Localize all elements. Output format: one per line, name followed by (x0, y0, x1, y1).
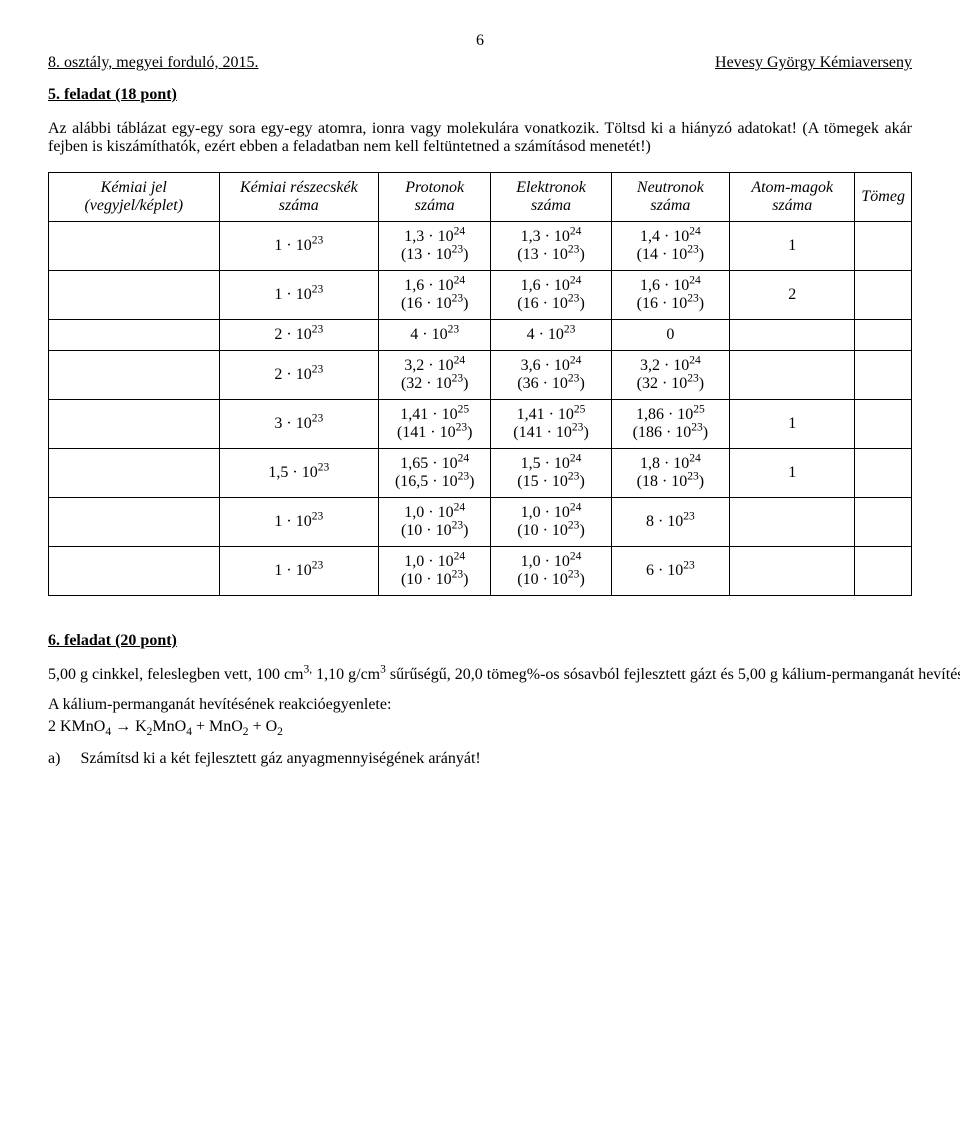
cell-n: 1,86 · 1025(186 · 1023) (611, 400, 729, 449)
sub-a-text: Számítsd ki a két fejlesztett gáz anyagm… (80, 750, 480, 767)
cell-tomeg (855, 498, 912, 547)
col-tomeg: Tömeg (855, 173, 912, 222)
col-neutronok: Neutronok száma (611, 173, 729, 222)
cell-jel (49, 400, 220, 449)
cell-e: 1,41 · 1025(141 · 1023) (491, 400, 611, 449)
table-row: 1 · 10231,6 · 1024(16 · 1023)1,6 · 1024(… (49, 271, 912, 320)
task6-equation: 2 KMnO4 → K2MnO4 + MnO2 + O2 (48, 718, 912, 736)
cell-tomeg (855, 222, 912, 271)
header-right: Hevesy György Kémiaverseny (715, 54, 912, 72)
col-atommagok: Atom-magok száma (730, 173, 855, 222)
table-row: 3 · 10231,41 · 1025(141 · 1023)1,41 · 10… (49, 400, 912, 449)
cell-jel (49, 449, 220, 498)
cell-tomeg (855, 320, 912, 351)
table-row: 1 · 10231,0 · 1024(10 · 1023)1,0 · 1024(… (49, 547, 912, 596)
cell-mag (730, 351, 855, 400)
task6-p2: A kálium-permanganát hevítésének reakció… (48, 696, 912, 714)
cell-resz: 1 · 1023 (219, 498, 379, 547)
cell-tomeg (855, 449, 912, 498)
cell-e: 1,0 · 1024(10 · 1023) (491, 547, 611, 596)
cell-n: 6 · 1023 (611, 547, 729, 596)
cell-mag: 1 (730, 222, 855, 271)
page-number: 6 (48, 32, 912, 50)
table-row: 1 · 10231,0 · 1024(10 · 1023)1,0 · 1024(… (49, 498, 912, 547)
cell-tomeg (855, 271, 912, 320)
cell-e: 1,0 · 1024(10 · 1023) (491, 498, 611, 547)
cell-p: 1,65 · 1024(16,5 · 1023) (379, 449, 491, 498)
sub-a-label: a) (48, 750, 60, 767)
cell-mag (730, 547, 855, 596)
table-row: 1 · 10231,3 · 1024(13 · 1023)1,3 · 1024(… (49, 222, 912, 271)
cell-resz: 3 · 1023 (219, 400, 379, 449)
task5-intro: Az alábbi táblázat egy-egy sora egy-egy … (48, 120, 912, 156)
col-elektronok: Elektronok száma (491, 173, 611, 222)
cell-resz: 1 · 1023 (219, 547, 379, 596)
cell-e: 3,6 · 1024(36 · 1023) (491, 351, 611, 400)
table-row: 2 · 10233,2 · 1024(32 · 1023)3,6 · 1024(… (49, 351, 912, 400)
task6-sub-a: a) Számítsd ki a két fejlesztett gáz any… (48, 750, 912, 768)
cell-n: 0 (611, 320, 729, 351)
cell-resz: 1,5 · 1023 (219, 449, 379, 498)
chem-table: Kémiai jel (vegyjel/képlet) Kémiai része… (48, 172, 912, 596)
cell-p: 1,6 · 1024(16 · 1023) (379, 271, 491, 320)
task6-title: 6. feladat (20 pont) (48, 632, 912, 650)
cell-p: 1,3 · 1024(13 · 1023) (379, 222, 491, 271)
cell-mag (730, 320, 855, 351)
cell-jel (49, 222, 220, 271)
col-kemiai-jel: Kémiai jel (vegyjel/képlet) (49, 173, 220, 222)
cell-resz: 2 · 1023 (219, 320, 379, 351)
cell-p: 1,0 · 1024(10 · 1023) (379, 547, 491, 596)
cell-n: 3,2 · 1024(32 · 1023) (611, 351, 729, 400)
cell-jel (49, 498, 220, 547)
cell-n: 1,6 · 1024(16 · 1023) (611, 271, 729, 320)
cell-resz: 1 · 1023 (219, 222, 379, 271)
cell-p: 1,0 · 1024(10 · 1023) (379, 498, 491, 547)
col-reszecskek: Kémiai részecskék száma (219, 173, 379, 222)
cell-p: 1,41 · 1025(141 · 1023) (379, 400, 491, 449)
cell-n: 8 · 1023 (611, 498, 729, 547)
task6-p1: 5,00 g cinkkel, feleslegben vett, 100 cm… (48, 666, 912, 684)
cell-tomeg (855, 547, 912, 596)
cell-resz: 1 · 1023 (219, 271, 379, 320)
cell-mag: 1 (730, 449, 855, 498)
cell-resz: 2 · 1023 (219, 351, 379, 400)
col-protonok: Protonok száma (379, 173, 491, 222)
cell-tomeg (855, 400, 912, 449)
cell-e: 1,6 · 1024(16 · 1023) (491, 271, 611, 320)
cell-mag: 1 (730, 400, 855, 449)
header-left: 8. osztály, megyei forduló, 2015. (48, 54, 258, 72)
cell-e: 4 · 1023 (491, 320, 611, 351)
cell-jel (49, 320, 220, 351)
cell-jel (49, 547, 220, 596)
cell-jel (49, 351, 220, 400)
table-row: 2 · 10234 · 10234 · 10230 (49, 320, 912, 351)
cell-n: 1,4 · 1024(14 · 1023) (611, 222, 729, 271)
page-header: 8. osztály, megyei forduló, 2015. Hevesy… (48, 54, 912, 72)
cell-e: 1,3 · 1024(13 · 1023) (491, 222, 611, 271)
cell-p: 3,2 · 1024(32 · 1023) (379, 351, 491, 400)
table-header-row: Kémiai jel (vegyjel/képlet) Kémiai része… (49, 173, 912, 222)
cell-tomeg (855, 351, 912, 400)
cell-mag (730, 498, 855, 547)
cell-e: 1,5 · 1024(15 · 1023) (491, 449, 611, 498)
task5-title: 5. feladat (18 pont) (48, 86, 912, 104)
cell-p: 4 · 1023 (379, 320, 491, 351)
cell-n: 1,8 · 1024(18 · 1023) (611, 449, 729, 498)
cell-mag: 2 (730, 271, 855, 320)
table-row: 1,5 · 10231,65 · 1024(16,5 · 1023)1,5 · … (49, 449, 912, 498)
cell-jel (49, 271, 220, 320)
